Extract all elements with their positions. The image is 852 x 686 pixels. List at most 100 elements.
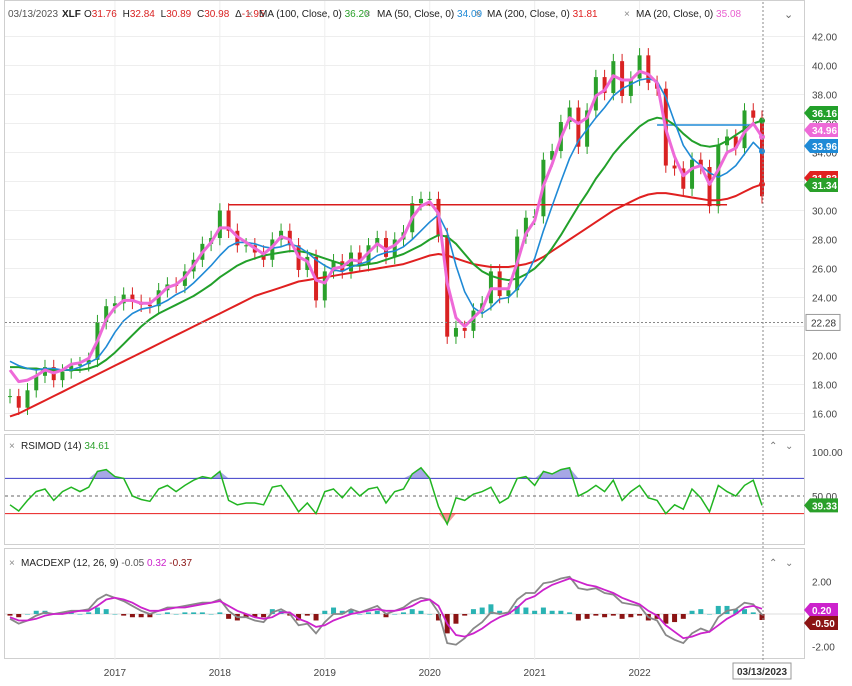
macd-histogram-bar [418, 610, 424, 614]
macd-histogram-bar [575, 614, 581, 621]
price-tick-label: 24.00 [812, 294, 837, 305]
price-bar-body [497, 271, 502, 297]
macd-legend: × MACDEXP (12, 26, 9) -0.05 0.32 -0.37 ⌃… [9, 558, 793, 569]
price-bar-body [375, 238, 380, 246]
macd-histogram-bar [7, 614, 13, 616]
price-tick-label: 26.00 [812, 265, 837, 276]
axes: 16.0018.0020.0022.0024.0026.0028.0030.00… [104, 33, 843, 680]
price-panel-frame [4, 0, 805, 431]
study-ma50-close-icon[interactable]: × [365, 9, 371, 20]
rsi-close-icon[interactable]: × [9, 441, 15, 452]
macd-badge-shape [804, 603, 838, 617]
x-tick-label: 2017 [104, 668, 127, 679]
price-bar-body [60, 371, 65, 381]
study-ma200-legend[interactable]: × MA (200, Close, 0) 31.81 [475, 9, 598, 20]
price-bar-body [130, 294, 135, 302]
macd-histogram-bar [339, 610, 345, 614]
price-bar-body [25, 390, 30, 408]
ohlc-change: -1.95 [242, 9, 265, 20]
collapse-chevron-icon[interactable]: ⌄ [784, 9, 793, 21]
macd-collapse-up-icon[interactable]: ⌃ [769, 558, 777, 569]
study-ma100-close-icon[interactable]: × [247, 9, 253, 20]
study-ma20-label: MA (20, Close, 0) 35.08 [636, 9, 742, 20]
macd-histogram-bar [296, 614, 302, 621]
rsi-collapse-up-icon[interactable]: ⌃ [769, 441, 777, 452]
macd-histogram-bar [750, 612, 756, 614]
price-bar-body [357, 252, 362, 265]
price-bar-body [156, 290, 161, 307]
price-bar-body [331, 261, 336, 272]
price-bar-body [104, 306, 109, 323]
macd-badge-value: 0.20 [812, 606, 832, 617]
macd-histogram-bar [593, 614, 599, 616]
price-bar-body [550, 151, 555, 160]
macd-histogram-bar [707, 614, 713, 615]
macd-histogram-bar [357, 614, 363, 615]
ohlc-open-prefix: O [84, 9, 92, 20]
macd-title: MACDEXP (12, 26, 9) -0.05 0.32 -0.37 [21, 558, 192, 569]
price-bar-body [471, 310, 476, 331]
current-date-box [732, 662, 792, 680]
x-tick-label: 2018 [209, 668, 232, 679]
macd-histogram-bar [199, 612, 205, 614]
macd-close-icon[interactable]: × [9, 558, 15, 569]
current-date-text: 03/13/2023 [737, 667, 787, 678]
price-badge-value: 33.96 [812, 142, 837, 153]
ma50-line [9, 77, 763, 371]
study-ma50-legend[interactable]: × MA (50, Close, 0) 34.09 [365, 9, 483, 20]
price-bar-body [462, 327, 467, 331]
macd-histogram-bar [313, 614, 319, 621]
value-badges: 36.1634.9633.9631.8331.3422.2839.330.20-… [804, 106, 841, 630]
ohlc-high-prefix: H [123, 9, 130, 20]
macd-signal-line [9, 577, 763, 640]
ohlc-low-prefix: L [161, 9, 167, 20]
macd-collapse-down-icon[interactable]: ⌄ [785, 558, 793, 569]
macd-histogram-bar [567, 612, 573, 614]
price-bar-body [760, 117, 764, 197]
price-badge-shape [804, 123, 838, 137]
price-tick-label: 18.00 [812, 381, 837, 392]
study-ma20-legend[interactable]: × MA (20, Close, 0) 35.08 [624, 9, 742, 20]
macd-histogram-bar [252, 614, 258, 618]
price-bar-body [349, 252, 354, 272]
price-bar-body [733, 136, 738, 149]
rsi-badge-value: 39.33 [812, 501, 837, 512]
price-tick-label: 40.00 [812, 62, 837, 73]
macd-histogram-bar [558, 610, 564, 614]
macd-histogram-bar [121, 614, 127, 616]
study-ma100-legend[interactable]: × MA (100, Close, 0) 36.20 [247, 9, 370, 20]
macd-histogram-bar [156, 614, 162, 615]
price-bar-body [392, 239, 397, 257]
macd-histogram-bar [304, 614, 310, 616]
price-badge-value: 36.16 [812, 109, 837, 120]
study-ma200-close-icon[interactable]: × [475, 9, 481, 20]
macd-histogram-bar [182, 612, 188, 614]
macd-histogram-bar [584, 614, 590, 619]
macd-histogram-bar [173, 614, 179, 615]
macd-histogram-bar [147, 614, 153, 618]
macd-histogram-bar [348, 609, 354, 614]
price-bar-body [384, 238, 388, 257]
ma200-line-endpoint [759, 181, 765, 188]
study-ma20-close-icon[interactable]: × [624, 9, 630, 20]
ohlc-close: 30.98 [204, 9, 229, 20]
rsi-overbought-fill [10, 467, 762, 479]
price-bar-body [637, 55, 642, 79]
macd-histogram-bar [689, 610, 695, 614]
crosshair-badge-value: 22.28 [811, 318, 836, 329]
header-ohlc: O31.76 H32.84 L30.89 C30.98 Δ-1.95 [84, 9, 265, 20]
rsi-collapse-down-icon[interactable]: ⌄ [785, 441, 793, 452]
macd-histogram-bar [610, 614, 616, 616]
ma100-line-endpoint [759, 117, 765, 124]
price-bar-body [690, 159, 695, 189]
ma200-line [9, 183, 763, 418]
macd-histogram-bar [217, 612, 223, 614]
rsi-title: RSIMOD (14) 34.61 [21, 441, 110, 452]
macd-histogram-bar [637, 614, 643, 616]
macd-histogram-bar [331, 607, 337, 614]
macd-histogram-bar [427, 614, 433, 615]
ohlc-high: 32.84 [130, 9, 155, 20]
macd-badge-shape [804, 616, 838, 630]
